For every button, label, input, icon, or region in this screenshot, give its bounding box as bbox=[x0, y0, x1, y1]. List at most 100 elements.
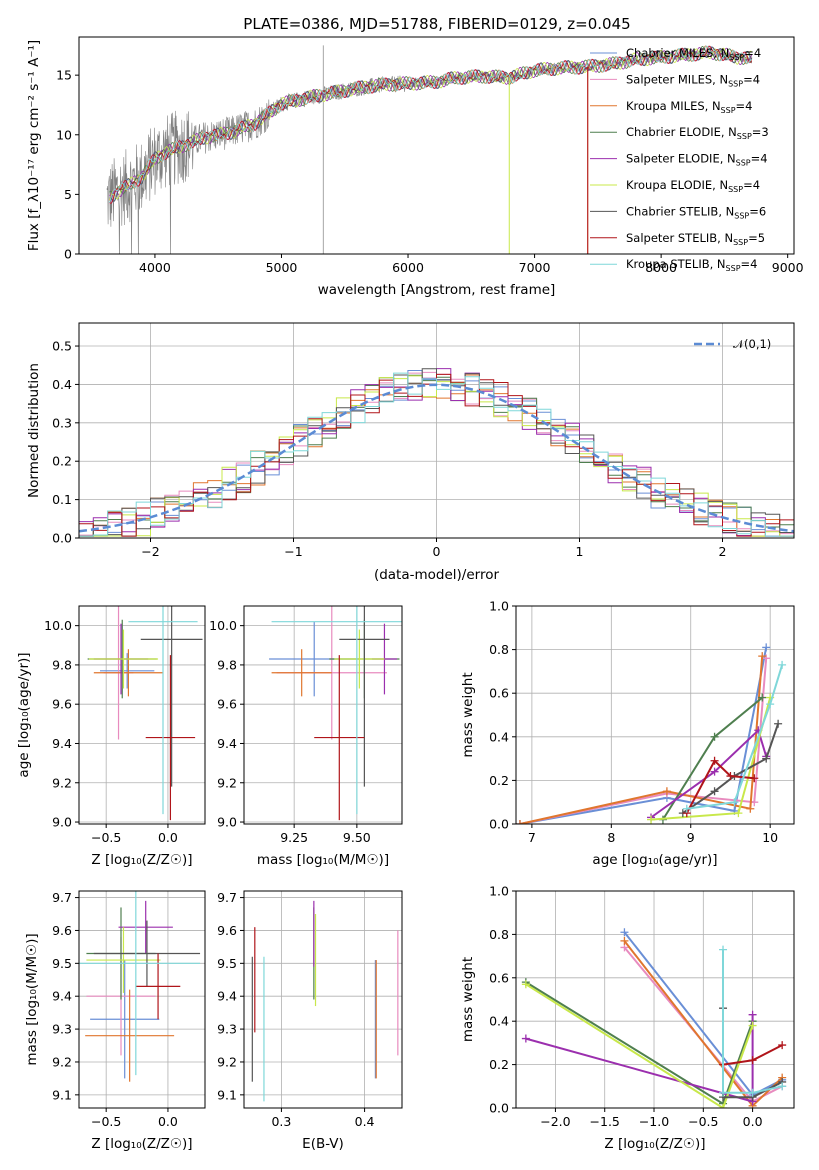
legend-entry: Salpeter STELIB, NSSP=5 bbox=[626, 231, 765, 247]
y-axis-label: mass weight bbox=[460, 957, 476, 1042]
legend-entry: Chabrier STELIB, NSSP=6 bbox=[626, 204, 766, 220]
model-spectrum bbox=[109, 45, 753, 204]
weight-line bbox=[525, 981, 754, 1106]
y-tick-label: 9.1 bbox=[217, 1087, 237, 1102]
x-tick-label: 9.50 bbox=[343, 830, 371, 845]
weight-marker bbox=[748, 1021, 757, 1030]
y-tick-label: 9.2 bbox=[217, 1054, 237, 1069]
weight-marker bbox=[521, 980, 530, 989]
weight-line bbox=[686, 664, 784, 810]
legend-entry: Chabrier ELODIE, NSSP=3 bbox=[626, 125, 769, 141]
x-tick-label: −0.5 bbox=[91, 1114, 121, 1129]
y-axis-label: mass weight bbox=[460, 672, 476, 757]
x-axis-label: E(B-V) bbox=[302, 1136, 344, 1152]
legend-entry: Chabrier MILES, NSSP=4 bbox=[626, 46, 761, 62]
x-tick-label: 9.25 bbox=[280, 830, 308, 845]
y-tick-label: 0.4 bbox=[489, 1014, 509, 1029]
y-tick-label: 9.6 bbox=[217, 923, 237, 938]
panel-residuals: −2 −1 0 1 2 0.0 0.1 0.2 0.3 0.4 0.5 (data-model)/er… bbox=[26, 322, 795, 583]
weight-marker bbox=[762, 643, 771, 652]
plot-area bbox=[106, 45, 753, 254]
model-spectrum bbox=[109, 46, 753, 202]
panel-mass_vs_ebv: 0.3 0.4 9.1 9.2 9.3 9.4 9.5 9.6 9.7 E(B-V) bbox=[217, 890, 403, 1152]
y-tick-label: 0.8 bbox=[489, 927, 509, 942]
y-tick-label: 5 bbox=[64, 187, 72, 202]
y-tick-label: 10.0 bbox=[44, 618, 72, 633]
x-axis-label: Z [log₁₀(Z/Z☉)] bbox=[604, 1136, 705, 1152]
x-tick-label: 2 bbox=[719, 544, 727, 559]
y-tick-label: 9.0 bbox=[217, 815, 237, 830]
y-tick-label: 9.5 bbox=[52, 956, 72, 971]
weight-marker bbox=[758, 693, 767, 702]
weight-marker bbox=[662, 787, 671, 796]
y-tick-label: 0.0 bbox=[489, 1101, 509, 1116]
x-tick-label: 9 bbox=[687, 830, 695, 845]
axes-frame bbox=[515, 605, 795, 825]
plot-area bbox=[79, 891, 201, 1082]
x-tick-label: 0.4 bbox=[355, 1114, 375, 1129]
y-tick-label: 10 bbox=[56, 127, 72, 142]
y-tick-label: 0.6 bbox=[489, 686, 509, 701]
legend-entry: Kroupa MILES, NSSP=4 bbox=[626, 99, 752, 115]
x-tick-label: 9000 bbox=[772, 260, 804, 275]
x-tick-label: −0.5 bbox=[91, 830, 121, 845]
y-tick-label: 9.1 bbox=[52, 1087, 72, 1102]
y-tick-label: 9.2 bbox=[52, 1054, 72, 1069]
legend-entry: Kroupa ELODIE, NSSP=4 bbox=[626, 178, 760, 194]
x-axis-label: Z [log₁₀(Z/Z☉)] bbox=[91, 1136, 192, 1152]
x-tick-label: 1 bbox=[576, 544, 584, 559]
x-tick-label: 0.0 bbox=[158, 830, 178, 845]
y-tick-label: 9.6 bbox=[52, 923, 72, 938]
weight-line bbox=[650, 728, 768, 819]
weight-marker bbox=[778, 660, 787, 669]
panel-weight_vs_Z: −2.0 −1.5 −1.0 −0.5 0.0 0.0 0.2 0.4 0.6 0.8 1.0 Z [… bbox=[460, 884, 795, 1152]
weight-marker bbox=[748, 1010, 757, 1019]
weight-marker bbox=[750, 774, 759, 783]
x-tick-label: 4000 bbox=[139, 260, 171, 275]
y-tick-label: 9.8 bbox=[217, 657, 237, 672]
y-tick-label: 0.8 bbox=[489, 642, 509, 657]
axes-frame bbox=[78, 890, 206, 1109]
weight-marker bbox=[748, 1088, 757, 1097]
y-tick-label: 9.5 bbox=[217, 956, 237, 971]
axes-frame bbox=[78, 322, 795, 539]
model-spectrum bbox=[109, 45, 752, 195]
weight-marker bbox=[719, 945, 728, 954]
plot-area bbox=[516, 643, 787, 824]
x-tick-label: −2 bbox=[141, 544, 159, 559]
y-tick-label: 9.2 bbox=[52, 775, 72, 790]
y-tick-label: 9.3 bbox=[217, 1022, 237, 1037]
x-tick-label: 5000 bbox=[266, 260, 298, 275]
legend-entry: 𝒩(0,1) bbox=[733, 337, 771, 351]
y-tick-label: 15 bbox=[56, 68, 72, 83]
weight-line bbox=[525, 1014, 754, 1103]
y-tick-label: 9.4 bbox=[217, 989, 237, 1004]
weight-marker bbox=[778, 1082, 787, 1091]
y-tick-label: 9.0 bbox=[52, 815, 72, 830]
x-tick-label: 0.0 bbox=[743, 1114, 763, 1129]
plot-area bbox=[251, 900, 399, 1102]
y-tick-label: 9.6 bbox=[217, 697, 237, 712]
weight-marker bbox=[766, 700, 775, 709]
y-tick-label: 0.2 bbox=[489, 1057, 509, 1072]
weight-marker bbox=[748, 1056, 757, 1065]
model-spectrum bbox=[109, 46, 753, 198]
y-tick-label: 1.0 bbox=[489, 884, 509, 899]
y-tick-label: 9.7 bbox=[52, 890, 72, 905]
x-tick-label: 10 bbox=[762, 830, 778, 845]
weight-marker bbox=[710, 787, 719, 796]
axes-frame bbox=[243, 890, 403, 1109]
x-tick-label: 7 bbox=[528, 830, 536, 845]
y-tick-label: 9.3 bbox=[52, 1022, 72, 1037]
weight-marker bbox=[730, 798, 739, 807]
y-axis-label: Normed distribution bbox=[26, 363, 42, 498]
weight-line bbox=[519, 658, 768, 824]
plot-area bbox=[521, 928, 787, 1108]
weight-marker bbox=[774, 719, 783, 728]
weight-marker bbox=[516, 820, 524, 824]
weight-marker bbox=[762, 754, 771, 763]
x-tick-label: 0.3 bbox=[271, 1114, 291, 1129]
weight-marker bbox=[719, 1088, 728, 1097]
x-axis-label: mass [log₁₀(M/M☉)] bbox=[257, 852, 389, 868]
y-tick-label: 0.1 bbox=[52, 492, 72, 507]
